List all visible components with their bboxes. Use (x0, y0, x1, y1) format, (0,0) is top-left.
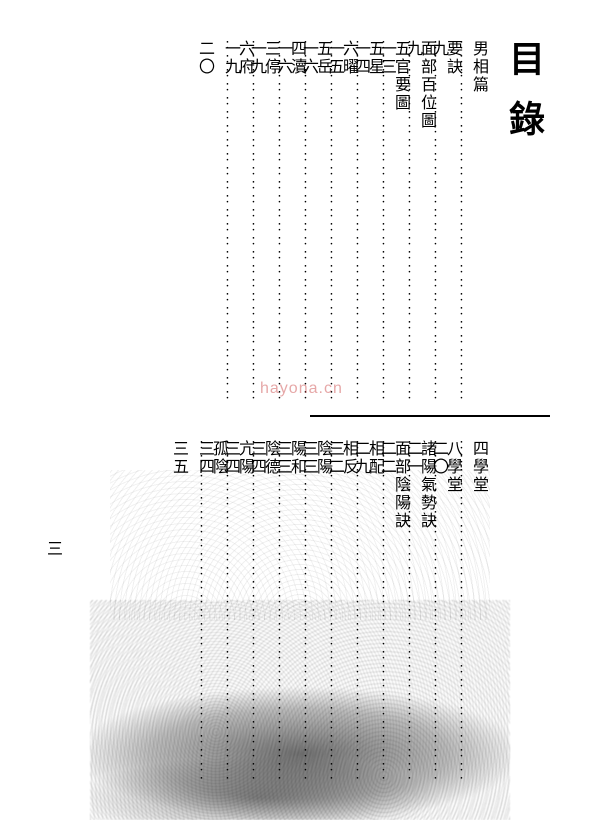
entry-page: 二〇 (192, 40, 216, 400)
entry-label: 相配 (362, 440, 386, 780)
entry-label: 陰陽 (310, 440, 334, 780)
entry-label: 三停 (258, 40, 282, 400)
entry-label: 孤陰 (206, 440, 230, 780)
entry-label: 四瀆 (284, 40, 308, 400)
entry-label: 陽和 (284, 440, 308, 780)
toc-title: 目錄 (498, 40, 550, 160)
entry-label: 五岳 (310, 40, 334, 400)
entry-label: 八學堂 (440, 440, 464, 780)
watermark-text: hayona.cn (260, 380, 343, 398)
entry-page: 三五 (166, 440, 190, 780)
entry-label: 五官要圖 (388, 40, 412, 400)
entry-label: 六府 (232, 40, 256, 400)
entry-label: 面部陰陽訣 (388, 440, 412, 780)
entry-label: 諸陽氣勢訣 (414, 440, 438, 780)
toc-entry: 六府：：：：：：：：：：：：：：：：：：：：：：：：：：：：：：二〇 (192, 40, 256, 400)
entry-label: 四學堂 (466, 440, 490, 780)
page-number-side: 三 (40, 540, 64, 556)
leader-dots: ：：：：：：：：：：：：：：：：：：：：：：：：：：：：：： (216, 40, 232, 400)
entry-label: 亢陽 (232, 440, 256, 780)
entry-label: 面部百位圖 (414, 40, 438, 400)
page-container: 目錄 男相篇：：：：：：：：：：：：：：：：：：：：：：：：：：：：：：九要訣：… (50, 40, 550, 769)
entry-label: 五星 (362, 40, 386, 400)
entry-label: 要訣 (440, 40, 464, 400)
entry-label: 男相篇 (466, 40, 490, 400)
leader-dots: ：：：：：：：：：：：：：：：：：：：：：：：：：：：：：： (190, 440, 206, 780)
toc-entry: 孤陰：：：：：：：：：：：：：：：：：：：：：：：：：：：：：：三五 (166, 440, 230, 780)
entry-label: 陰德 (258, 440, 282, 780)
section-divider (310, 415, 550, 417)
entry-label: 相反 (336, 440, 360, 780)
entry-label: 六曜 (336, 40, 360, 400)
